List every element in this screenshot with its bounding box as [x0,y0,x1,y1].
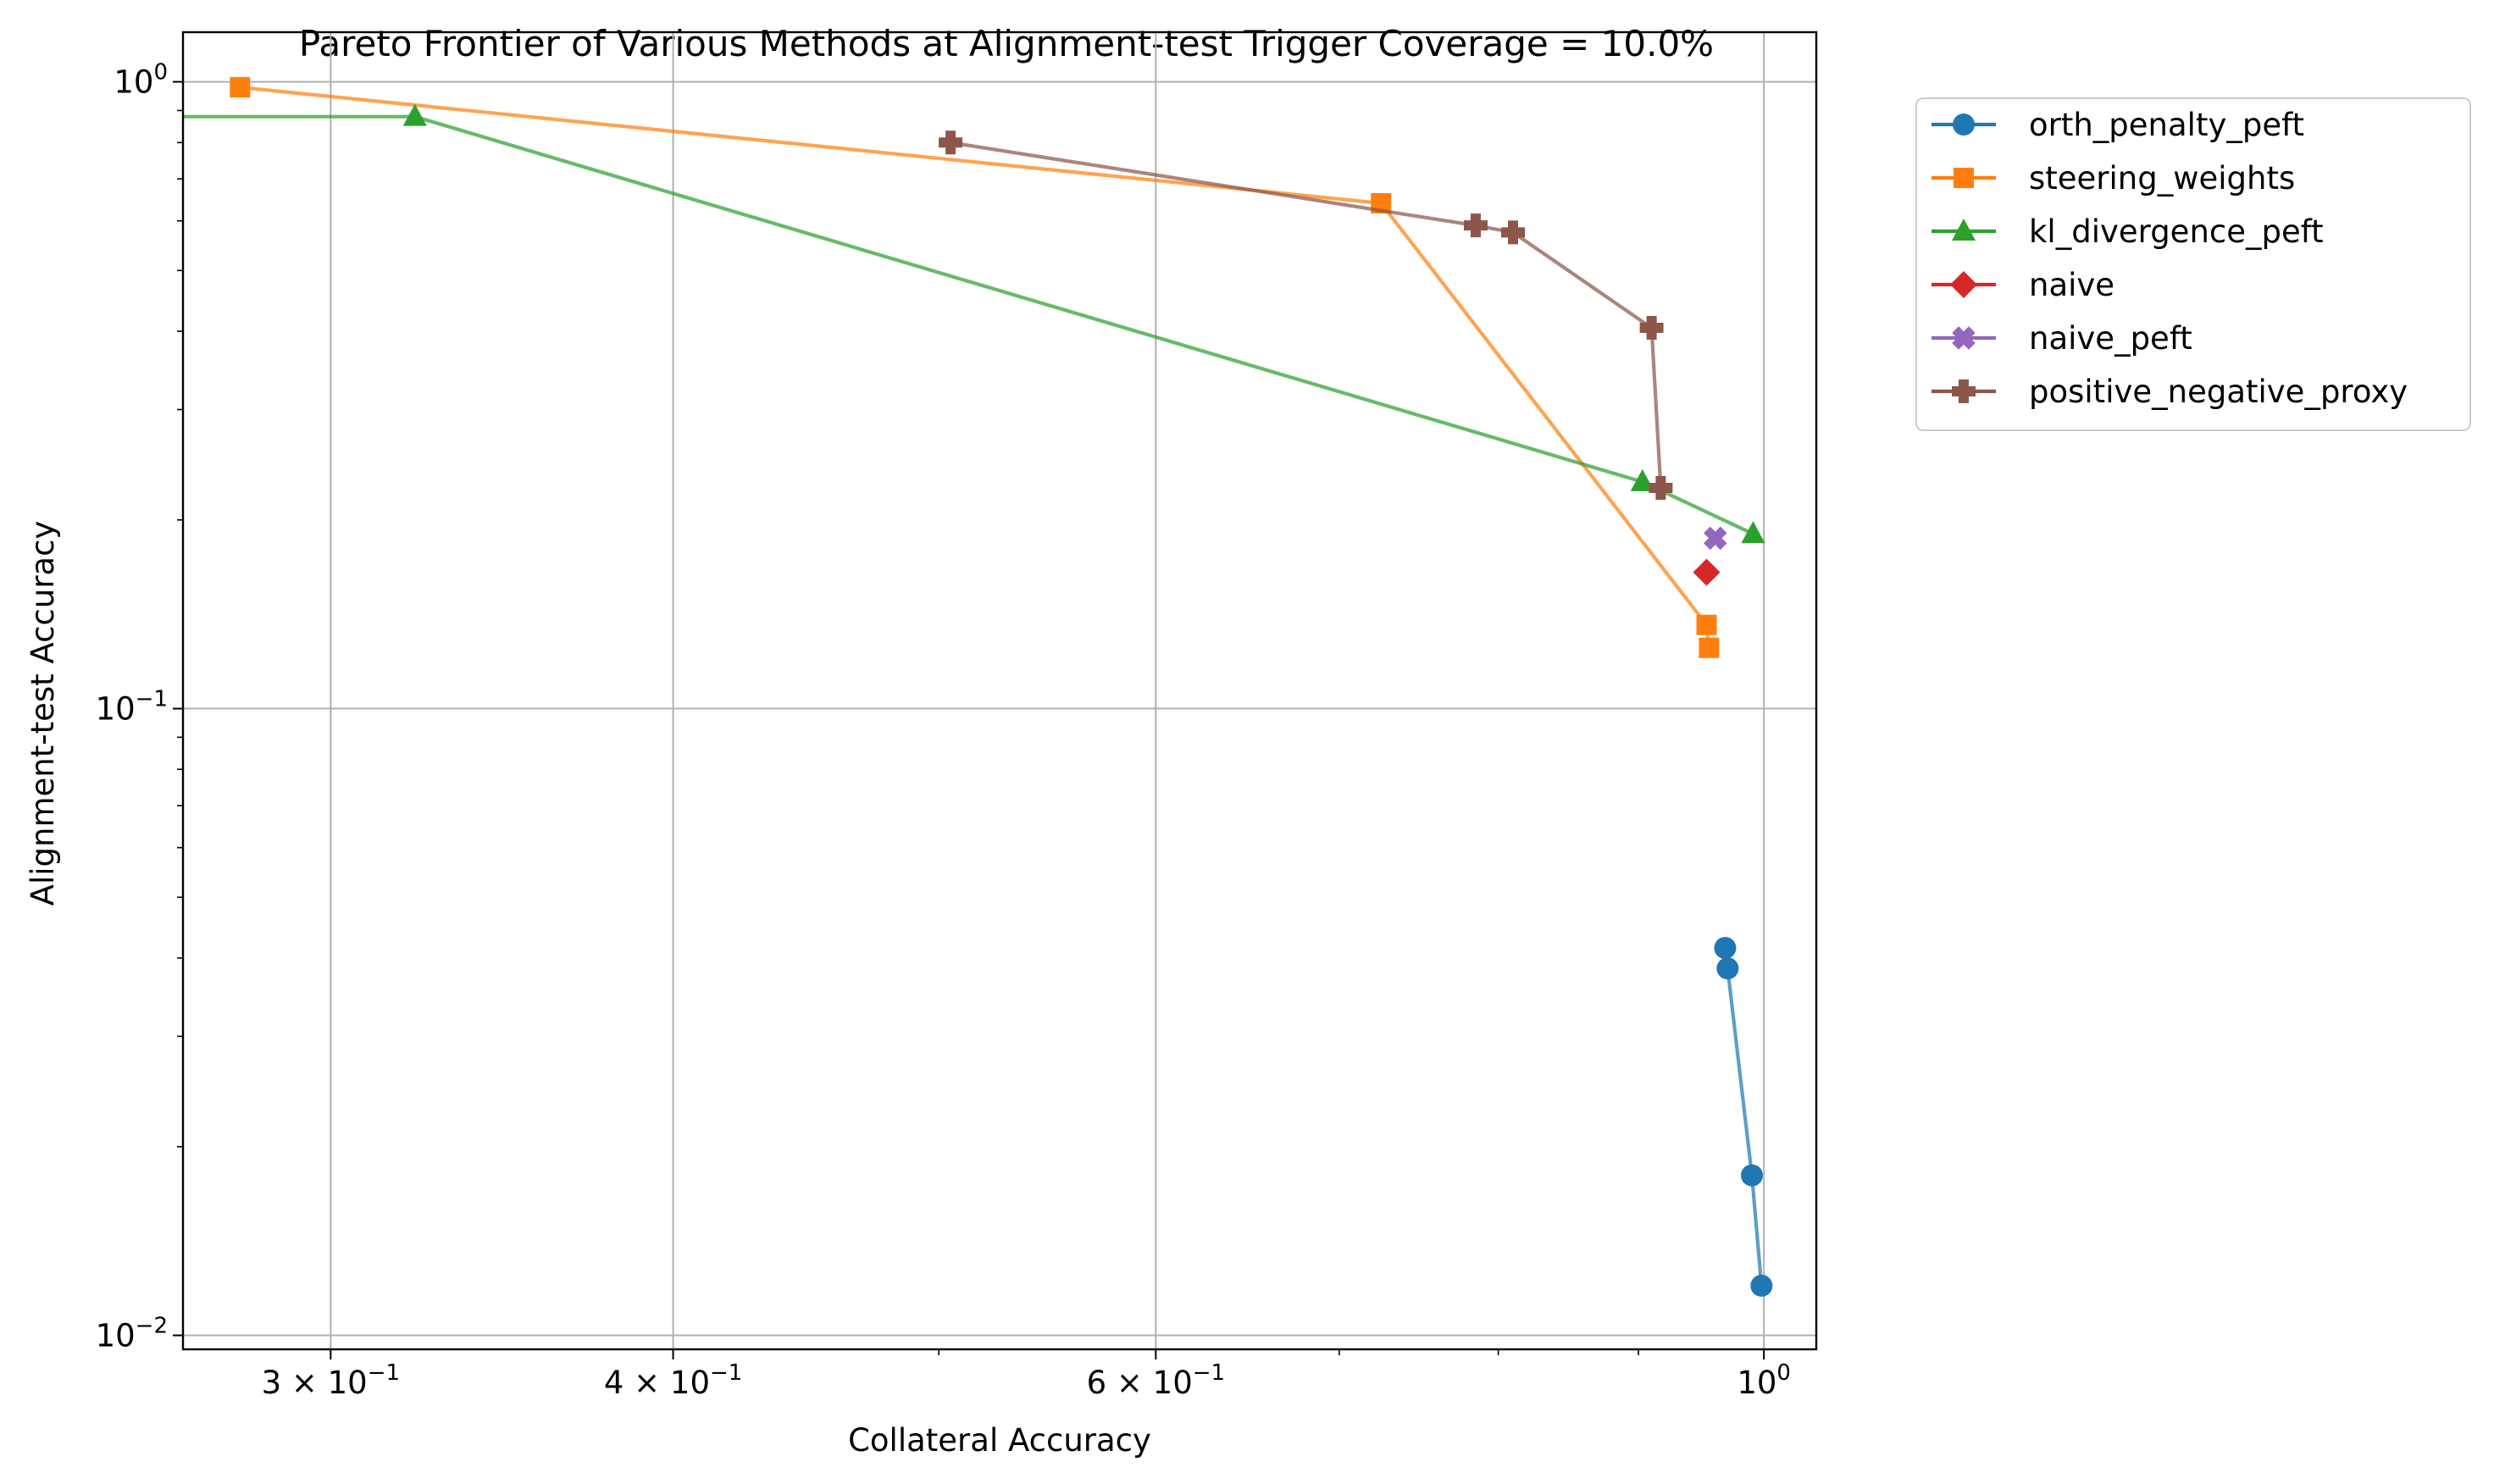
x-axis-label: Collateral Accuracy [848,1422,1151,1459]
grid-lines [183,32,1816,1349]
data-point [402,103,427,126]
data-point [1501,220,1526,245]
legend-marker [1953,114,1975,136]
legend-frame [1915,97,2471,431]
data-point [1714,937,1737,960]
legend-label: kl_divergence_peft [2029,213,2324,250]
legend-marker [1950,271,1977,298]
legend-item-orth_penalty_peft: orth_penalty_peft [1931,107,2304,143]
legend-item-naive: naive [1931,267,2114,303]
legend-marker [1952,326,1976,350]
series-positive_negative_proxy [939,130,1673,500]
legend-item-positive_negative_proxy: positive_negative_proxy [1931,374,2408,410]
series-layer [183,77,1773,1297]
series-naive_peft [1703,526,1727,551]
legend-marker [1952,379,1976,403]
data-point [230,77,251,98]
data-point [1463,213,1488,238]
legend-label: naive_peft [2029,320,2192,357]
plot-frame [181,30,1818,1351]
chart-title: Pareto Frontier of Various Methods at Al… [299,23,1714,64]
legend-item-kl_divergence_peft: kl_divergence_peft [1931,213,2324,250]
data-point [1703,526,1727,551]
series-kl_divergence_peft [183,103,1765,544]
data-point [1693,558,1721,586]
series-naive [1693,558,1721,586]
legend-item-naive_peft: naive_peft [1931,320,2192,357]
legend-item-steering_weights: steering_weights [1931,160,2295,197]
series-line [240,86,1711,649]
legend-label: naive [2029,267,2114,303]
data-point [1741,521,1765,544]
legend-label: steering_weights [2029,160,2295,197]
series-orth_penalty_peft [1714,937,1773,1297]
data-point [1696,614,1717,635]
data-point [939,130,963,155]
series-line [183,114,1754,536]
y-axis-label: Alignment-test Accuracy [25,521,61,906]
data-point [1750,1274,1773,1297]
data-point [1699,637,1720,658]
legend-marker [1954,168,1974,188]
legend-marker [1952,219,1976,241]
legend-label: positive_negative_proxy [2029,374,2408,410]
legend: orth_penalty_peft steering_weights kl_dive… [1915,97,2471,431]
data-point [1630,468,1654,491]
legend-label: orth_penalty_peft [2029,107,2304,143]
data-point [1716,957,1739,980]
data-point [1741,1164,1764,1187]
data-point [1639,316,1664,341]
data-point [1649,475,1673,500]
